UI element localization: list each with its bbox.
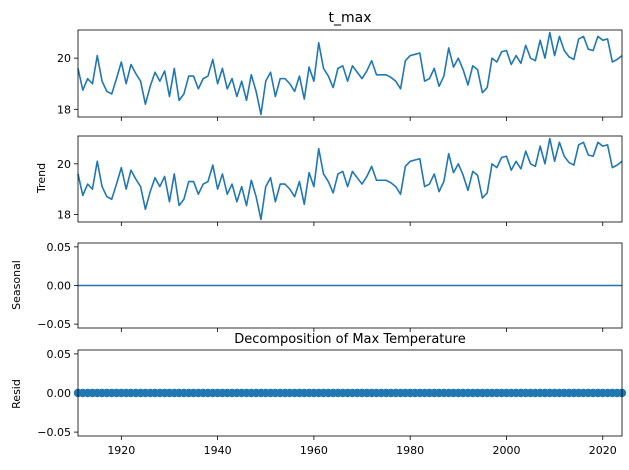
y-tick-label: 20 — [57, 158, 71, 171]
y-tick-label: 18 — [57, 103, 71, 116]
axes-frame — [77, 29, 623, 118]
panel-t-max: t_max 18 20 — [57, 10, 623, 121]
x-tick-label: 2000 — [492, 444, 520, 457]
y-tick-label: −0.05 — [37, 318, 71, 331]
y-tick-label: 18 — [57, 208, 71, 221]
x-tick-label: 1960 — [300, 444, 328, 457]
x-tick-label: 1920 — [107, 444, 135, 457]
ylabel-trend: Trend — [35, 163, 48, 194]
axes-frame — [77, 135, 623, 223]
panel-title-resid: Decomposition of Max Temperature — [234, 332, 465, 347]
axes-frame — [77, 242, 623, 329]
x-tick-label: 2020 — [589, 444, 617, 457]
y-tick-label: 0.00 — [47, 387, 72, 400]
axes-frame — [77, 349, 623, 437]
x-tick-label: 1980 — [396, 444, 424, 457]
y-tick-label: 0.05 — [47, 348, 72, 361]
y-tick-label: 0.00 — [47, 280, 72, 293]
ylabel-resid: Resid — [10, 379, 23, 409]
ylabel-seasonal: Seasonal — [10, 260, 23, 310]
panel-seasonal: Seasonal 0.05 0.00 −0.05 — [10, 241, 623, 332]
panel-title-t-max: t_max — [329, 10, 372, 26]
y-tick-label: 0.05 — [47, 241, 72, 254]
panel-resid: Resid Decomposition of Max Temperature 0… — [10, 332, 627, 457]
panel-trend: Trend 18 20 — [35, 135, 623, 226]
series-line-trend — [77, 137, 623, 221]
y-tick-label: −0.05 — [37, 426, 71, 439]
series-line-t_max — [77, 31, 623, 116]
x-tick-label: 1940 — [204, 444, 232, 457]
y-tick-label: 20 — [57, 52, 71, 65]
